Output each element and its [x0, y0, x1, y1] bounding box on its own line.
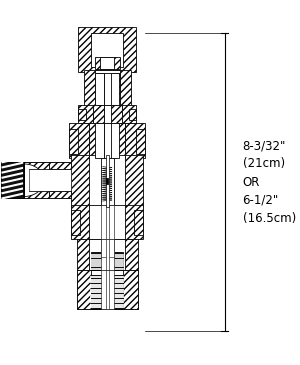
Bar: [95, 105, 104, 123]
Bar: [101, 239, 113, 257]
Bar: [50, 162, 71, 169]
Bar: [50, 191, 71, 198]
Bar: [110, 123, 125, 158]
Polygon shape: [24, 162, 44, 198]
Bar: [94, 70, 120, 108]
Bar: [136, 129, 145, 154]
Bar: [101, 158, 113, 205]
Bar: [87, 270, 127, 309]
Bar: [29, 169, 71, 191]
Bar: [1, 162, 24, 198]
Bar: [110, 73, 119, 105]
Bar: [91, 33, 123, 68]
Bar: [91, 253, 123, 270]
Text: 6-1/2": 6-1/2": [243, 193, 279, 207]
Bar: [134, 210, 143, 235]
Bar: [1, 162, 71, 198]
Bar: [101, 205, 113, 239]
Bar: [100, 57, 114, 69]
Bar: [24, 162, 50, 198]
Bar: [106, 205, 109, 239]
Bar: [101, 270, 113, 309]
Bar: [91, 275, 123, 309]
Bar: [110, 123, 119, 158]
Bar: [129, 109, 136, 120]
Bar: [71, 155, 143, 207]
Bar: [78, 109, 85, 120]
Bar: [69, 123, 145, 158]
Bar: [103, 105, 111, 123]
Bar: [95, 123, 104, 158]
Bar: [78, 105, 136, 123]
Bar: [106, 270, 109, 309]
Bar: [94, 73, 104, 105]
Bar: [78, 27, 136, 72]
Bar: [71, 205, 143, 239]
Bar: [89, 123, 125, 158]
Bar: [89, 123, 104, 158]
Bar: [110, 105, 122, 123]
Bar: [101, 239, 113, 270]
Bar: [69, 129, 78, 154]
Text: 8-3/32": 8-3/32": [243, 139, 286, 153]
Text: (21cm): (21cm): [243, 158, 285, 170]
Bar: [110, 73, 120, 105]
Bar: [106, 239, 109, 270]
Text: (16.5cm): (16.5cm): [243, 212, 296, 224]
Bar: [95, 73, 104, 105]
Text: OR: OR: [243, 176, 260, 189]
Bar: [103, 73, 111, 105]
Bar: [89, 239, 125, 270]
Bar: [106, 155, 109, 207]
Bar: [76, 270, 138, 309]
Bar: [76, 239, 138, 270]
Bar: [94, 57, 120, 69]
Bar: [71, 210, 80, 235]
Bar: [110, 105, 119, 123]
Bar: [103, 123, 111, 158]
Bar: [123, 270, 138, 309]
Bar: [84, 70, 131, 108]
Bar: [89, 155, 125, 207]
Bar: [76, 270, 91, 309]
Bar: [89, 205, 125, 239]
Bar: [93, 105, 104, 123]
Bar: [93, 105, 122, 123]
